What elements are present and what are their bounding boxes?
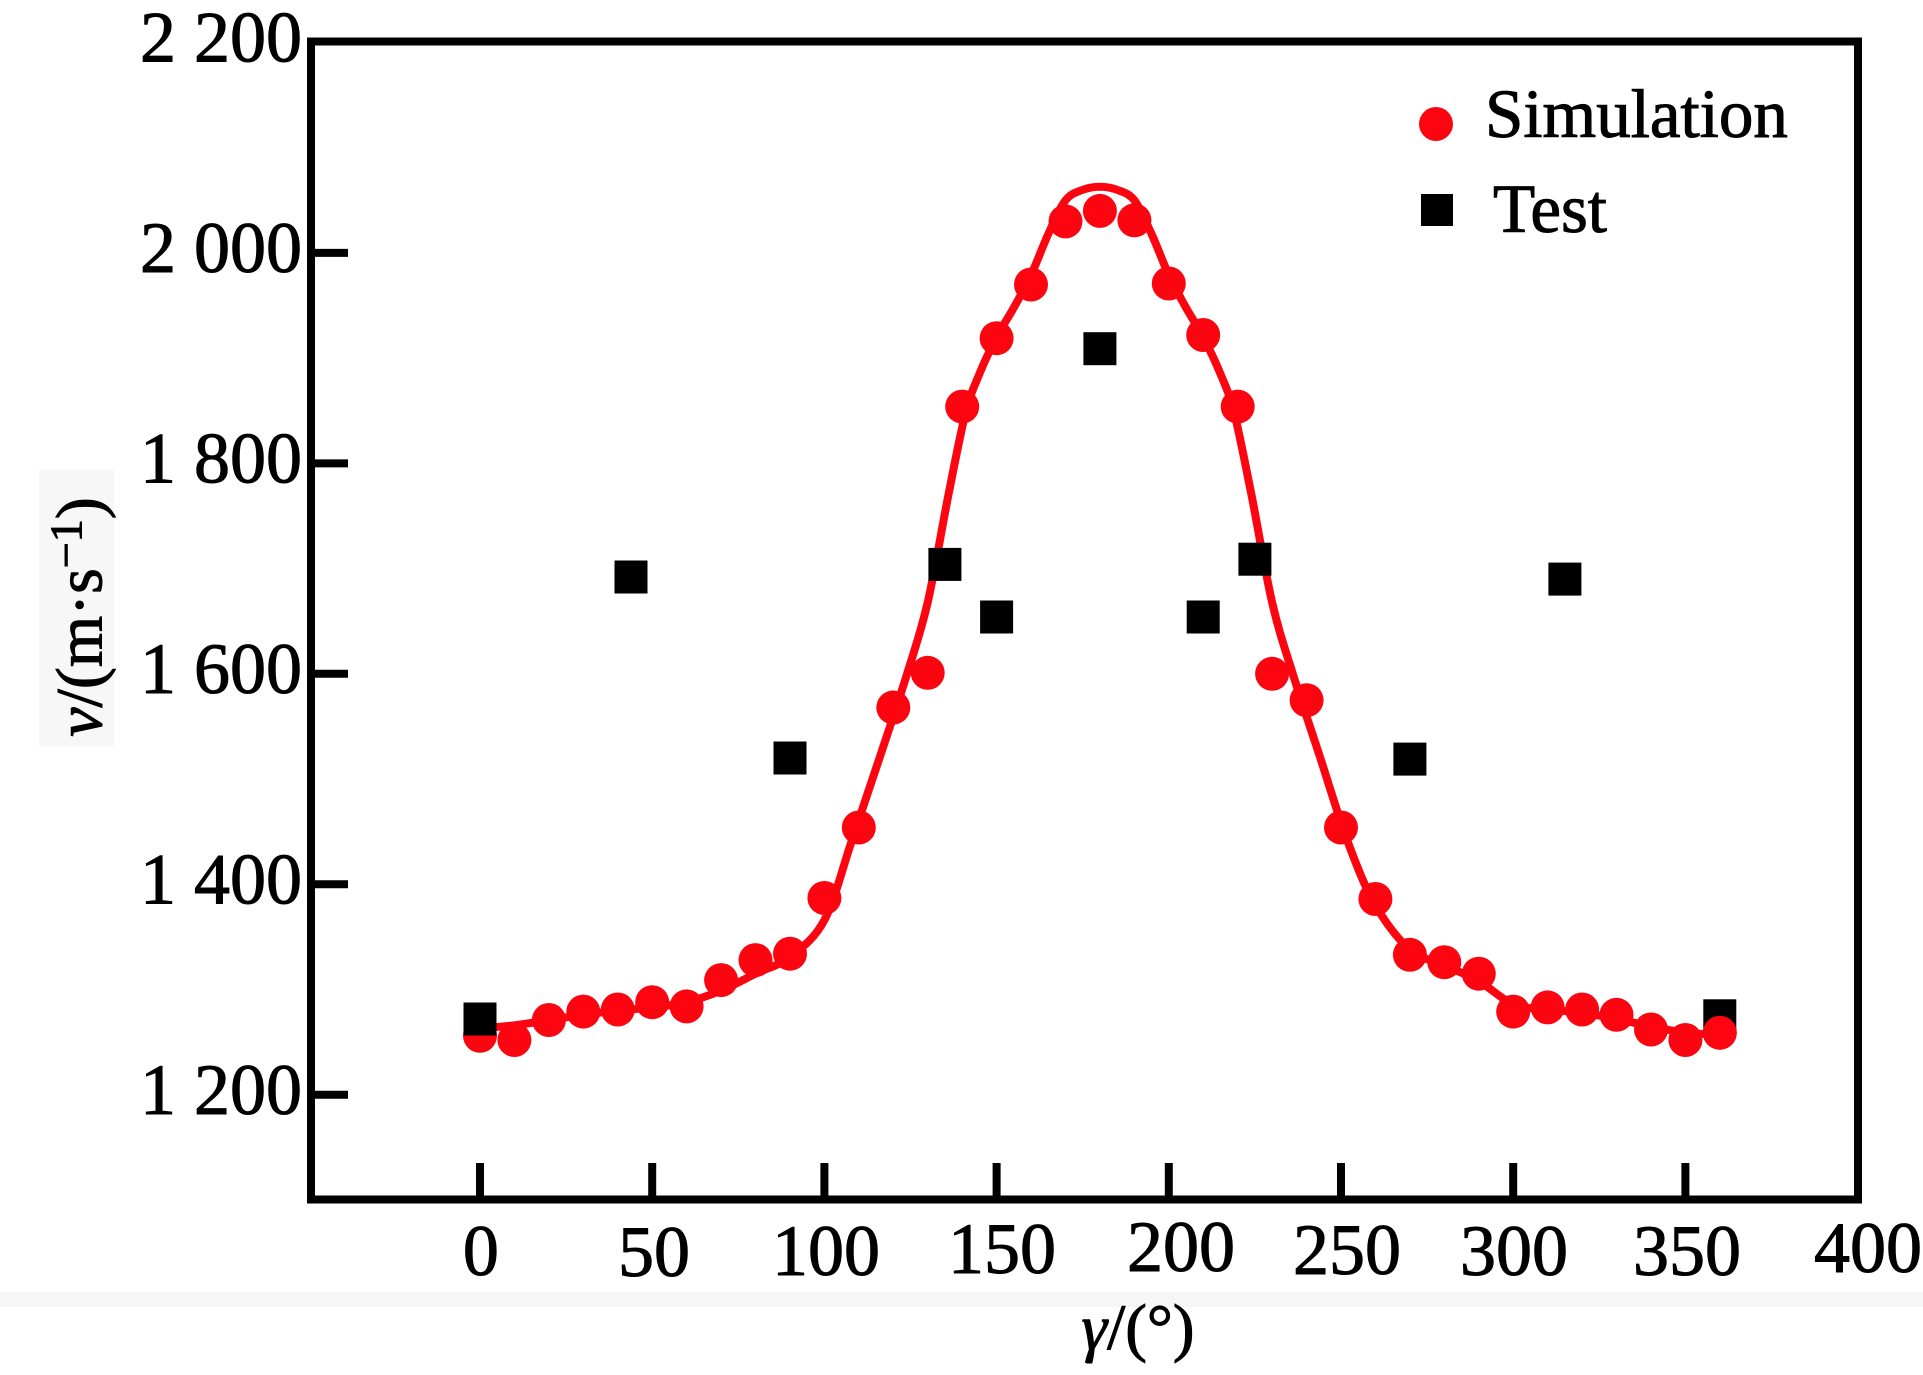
- svg-text:400: 400: [1814, 1208, 1922, 1288]
- svg-text:2 200: 2 200: [140, 0, 302, 78]
- svg-text:300: 300: [1460, 1211, 1568, 1291]
- svg-text:0: 0: [463, 1211, 499, 1291]
- svg-text:γ/(°): γ/(°): [1082, 1292, 1195, 1364]
- svg-text:2 000: 2 000: [140, 208, 302, 288]
- svg-text:Test: Test: [1493, 171, 1607, 247]
- svg-text:150: 150: [948, 1209, 1056, 1289]
- svg-text:1 400: 1 400: [140, 839, 302, 919]
- svg-text:1 200: 1 200: [140, 1050, 302, 1130]
- svg-text:250: 250: [1293, 1210, 1401, 1290]
- svg-text:1 800: 1 800: [140, 418, 302, 498]
- svg-text:50: 50: [618, 1212, 690, 1292]
- svg-text:350: 350: [1633, 1211, 1741, 1291]
- svg-text:Simulation: Simulation: [1485, 76, 1788, 152]
- svg-text:100: 100: [772, 1211, 880, 1291]
- svg-text:200: 200: [1127, 1207, 1235, 1287]
- svg-text:1 600: 1 600: [140, 629, 302, 709]
